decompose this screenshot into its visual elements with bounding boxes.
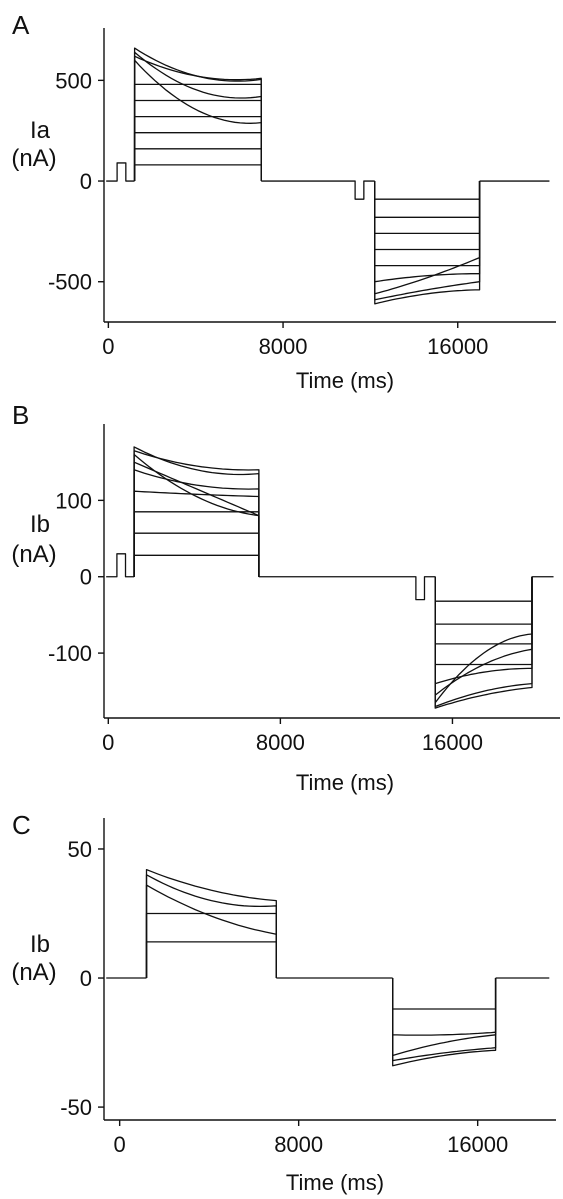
y-axis-label-b-line2: (nA) xyxy=(11,541,56,568)
y-axis-label-b-line1: Ib xyxy=(30,511,50,538)
current-trace-negative xyxy=(374,181,481,283)
current-trace-negative xyxy=(434,576,533,602)
y-axis-label-a-line1: Ia xyxy=(30,117,51,144)
axes-c: 0 8000 16000 -50 0 50 xyxy=(60,818,556,1157)
current-trace-positive xyxy=(133,132,262,181)
y-tick-label: -50 xyxy=(60,1095,92,1120)
axes-b: 0 8000 16000 -100 0 100 xyxy=(48,424,560,755)
current-trace-negative xyxy=(434,576,533,704)
current-trace-negative xyxy=(392,978,497,1062)
current-trace-positive xyxy=(133,99,262,181)
y-tick-label: -500 xyxy=(48,270,92,295)
current-trace-positive xyxy=(133,554,260,577)
x-tick-label: 0 xyxy=(102,334,114,359)
y-tick-label: 0 xyxy=(80,565,92,590)
current-trace-negative xyxy=(374,181,481,218)
x-tick-label: 8000 xyxy=(259,334,308,359)
x-tick-label: 16000 xyxy=(427,334,488,359)
current-trace-negative xyxy=(374,181,481,267)
x-tick-label: 8000 xyxy=(274,1132,323,1157)
panel-b: B Ib (nA) Time (ms) 0 8000 16000 -100 0 100 xyxy=(11,400,560,795)
x-axis-label-a: Time (ms) xyxy=(296,368,394,393)
current-trace-positive xyxy=(145,868,277,978)
current-trace-negative xyxy=(434,576,533,685)
current-trace-negative xyxy=(392,978,497,1010)
traces-a xyxy=(106,47,550,305)
y-axis-label-c-line2: (nA) xyxy=(11,959,56,986)
current-trace-positive xyxy=(145,874,277,978)
x-tick-label: 16000 xyxy=(422,730,483,755)
current-trace-positive xyxy=(133,453,260,577)
current-trace-negative xyxy=(374,181,481,301)
current-trace-positive xyxy=(133,164,262,181)
current-trace-positive xyxy=(133,55,262,181)
y-tick-label: -100 xyxy=(48,641,92,666)
panel-label-c: C xyxy=(12,810,31,840)
current-trace-negative xyxy=(434,576,533,666)
current-trace-negative xyxy=(374,181,481,251)
current-trace-positive xyxy=(133,59,262,181)
x-tick-label: 0 xyxy=(114,1132,126,1157)
baseline-segment xyxy=(261,180,375,200)
current-trace-positive xyxy=(133,511,260,577)
current-trace-negative xyxy=(374,181,481,200)
axes-a: 0 8000 16000 -500 0 500 xyxy=(48,28,556,359)
current-trace-negative xyxy=(374,181,481,295)
current-trace-negative xyxy=(392,978,497,1067)
current-trace-positive xyxy=(145,884,277,978)
panel-label-a: A xyxy=(12,10,30,40)
current-trace-positive xyxy=(133,148,262,181)
current-trace-positive xyxy=(133,490,260,577)
y-axis-label-c-line1: Ib xyxy=(30,931,50,958)
current-trace-positive xyxy=(133,47,262,181)
baseline-segment xyxy=(106,553,135,578)
x-tick-label: 8000 xyxy=(256,730,305,755)
panel-a: A Ia (nA) Time (ms) 0 8000 16000 -500 0 500 xyxy=(11,10,556,393)
current-trace-positive xyxy=(133,51,262,181)
y-axis-label-a-line2: (nA) xyxy=(11,145,56,172)
x-axis-label-c: Time (ms) xyxy=(286,1170,384,1195)
y-tick-label: 0 xyxy=(80,966,92,991)
y-tick-label: 500 xyxy=(55,68,92,93)
x-tick-label: 0 xyxy=(102,730,114,755)
traces-b xyxy=(106,446,554,709)
current-trace-positive xyxy=(133,469,260,577)
current-trace-positive xyxy=(145,912,277,978)
traces-c xyxy=(106,868,550,1067)
baseline-segment xyxy=(258,576,436,601)
current-trace-negative xyxy=(374,181,481,305)
panel-c: C Ib (nA) Time (ms) 0 8000 16000 -50 0 50 xyxy=(11,810,556,1195)
current-trace-negative xyxy=(392,978,497,1036)
x-axis-label-b: Time (ms) xyxy=(296,770,394,795)
current-trace-negative xyxy=(434,576,533,709)
current-trace-positive xyxy=(133,115,262,181)
current-trace-negative xyxy=(434,576,533,645)
y-tick-label: 0 xyxy=(80,169,92,194)
panel-label-b: B xyxy=(12,400,29,430)
current-trace-positive xyxy=(133,532,260,577)
current-trace-positive xyxy=(133,83,262,181)
x-tick-label: 16000 xyxy=(447,1132,508,1157)
current-trace-negative xyxy=(434,576,533,625)
current-trace-positive xyxy=(133,461,260,577)
current-trace-negative xyxy=(392,978,497,1057)
current-trace-negative xyxy=(434,576,533,708)
current-trace-positive xyxy=(133,450,260,577)
current-trace-positive xyxy=(133,446,260,577)
y-tick-label: 100 xyxy=(55,488,92,513)
current-trace-negative xyxy=(374,181,481,235)
current-trace-positive xyxy=(145,941,277,978)
y-tick-label: 50 xyxy=(68,837,92,862)
baseline-segment xyxy=(106,162,135,182)
